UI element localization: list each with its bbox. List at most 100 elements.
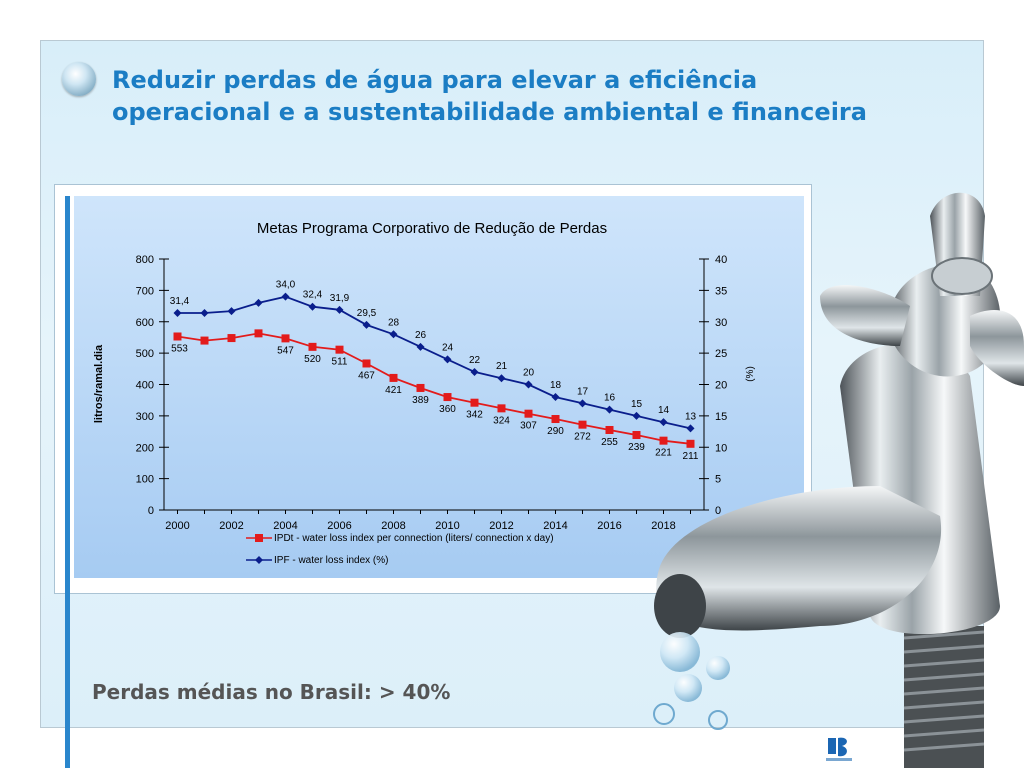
ipf-data-label: 26 bbox=[415, 330, 427, 341]
ipdt-point bbox=[497, 404, 506, 413]
ipf-data-label: 29,5 bbox=[357, 308, 377, 319]
ipdt-point bbox=[470, 398, 479, 407]
ipdt-data-label: 467 bbox=[358, 370, 375, 381]
ipdt-point bbox=[524, 409, 533, 418]
ipdt-point bbox=[389, 373, 398, 382]
y2-tick-label: 10 bbox=[715, 442, 727, 454]
ipdt-data-label: 421 bbox=[385, 385, 402, 396]
ipdt-data-label: 389 bbox=[412, 395, 429, 406]
ipdt-data-label: 221 bbox=[655, 448, 672, 459]
ipf-point bbox=[632, 411, 641, 420]
ipdt-point bbox=[632, 431, 641, 440]
ipf-point bbox=[578, 399, 587, 408]
y-tick-label: 400 bbox=[136, 380, 154, 392]
ipdt-point bbox=[173, 332, 182, 341]
x-tick-label: 2016 bbox=[597, 520, 621, 532]
ipdt-data-label: 360 bbox=[439, 404, 456, 415]
ipf-point bbox=[524, 380, 533, 389]
faucet-handle-arm-right bbox=[970, 309, 1024, 386]
y2-tick-label: 15 bbox=[715, 411, 727, 423]
legend-ipf-marker bbox=[255, 556, 263, 564]
ipf-point bbox=[686, 424, 695, 433]
faucet-threads bbox=[903, 630, 985, 752]
x-tick-label: 2002 bbox=[219, 520, 243, 532]
ipdt-data-label: 342 bbox=[466, 410, 483, 421]
x-tick-label: 2010 bbox=[435, 520, 459, 532]
ipf-point bbox=[497, 374, 506, 383]
ipdt-point bbox=[308, 342, 317, 351]
ipf-point bbox=[659, 418, 668, 427]
faucet-handle-cap bbox=[931, 257, 993, 295]
ipf-point bbox=[173, 308, 182, 317]
legend-ipf-label: IPF - water loss index (%) bbox=[274, 555, 388, 566]
x-tick-label: 2014 bbox=[543, 520, 567, 532]
faucet-spout-outlet bbox=[654, 574, 706, 638]
y2-tick-label: 35 bbox=[715, 285, 727, 297]
brazil-average-losses: Perdas médias no Brasil: > 40% bbox=[92, 680, 451, 704]
ipdt-data-label: 272 bbox=[574, 432, 591, 443]
x-tick-label: 2000 bbox=[165, 520, 189, 532]
ipdt-point bbox=[362, 359, 371, 368]
y-tick-label: 0 bbox=[148, 505, 154, 517]
slide-title-line-1: Reduzir perdas de água para elevar a efi… bbox=[112, 66, 758, 94]
y-tick-label: 700 bbox=[136, 285, 154, 297]
ipdt-data-label: 324 bbox=[493, 415, 510, 426]
y-tick-label: 600 bbox=[136, 317, 154, 329]
water-drop-small bbox=[706, 656, 730, 680]
y-tick-label: 200 bbox=[136, 442, 154, 454]
water-drop-bullet-icon bbox=[62, 62, 96, 96]
y-axis-label: litros/ramal.dia bbox=[93, 344, 105, 423]
ipdt-point bbox=[551, 415, 560, 424]
ipf-point bbox=[443, 355, 452, 364]
faucet-spout bbox=[656, 486, 942, 631]
ipdt-data-label: 290 bbox=[547, 426, 564, 437]
ipf-data-label: 21 bbox=[496, 361, 508, 372]
ipdt-point bbox=[200, 336, 209, 345]
ipf-point bbox=[254, 298, 263, 307]
ipdt-point bbox=[416, 383, 425, 392]
ipf-point bbox=[362, 320, 371, 329]
legend: IPDt - water loss index per connection (… bbox=[246, 533, 554, 566]
ipf-point bbox=[605, 405, 614, 414]
ipdt-point bbox=[605, 425, 614, 434]
y2-tick-label: 25 bbox=[715, 348, 727, 360]
ipdt-point bbox=[281, 334, 290, 343]
series-line-0 bbox=[177, 332, 691, 445]
series-line-1 bbox=[177, 295, 691, 430]
chart-title: Metas Programa Corporativo de Redução de… bbox=[257, 220, 607, 237]
ipf-data-label: 16 bbox=[604, 393, 616, 404]
ipdt-data-label: 307 bbox=[520, 421, 537, 432]
ipf-point bbox=[227, 307, 236, 316]
ipdt-point bbox=[578, 420, 587, 429]
slide-title: Reduzir perdas de água para elevar a efi… bbox=[112, 64, 932, 128]
ipf-data-label: 31,9 bbox=[330, 293, 350, 304]
ipdt-data-label: 211 bbox=[683, 451, 699, 462]
faucet-handle-arm-left bbox=[820, 285, 910, 346]
ipdt-data-label: 547 bbox=[277, 345, 294, 356]
ipf-data-label: 32,4 bbox=[303, 290, 323, 301]
ipdt-point bbox=[254, 329, 263, 338]
x-tick-label: 2004 bbox=[273, 520, 297, 532]
ipf-point bbox=[470, 367, 479, 376]
ipf-data-label: 34,0 bbox=[276, 280, 296, 291]
ipdt-point bbox=[686, 439, 695, 448]
ipdt-point bbox=[659, 436, 668, 445]
water-bubble-2 bbox=[708, 710, 728, 730]
y2-axis-label: (%) bbox=[745, 366, 756, 382]
ipdt-point bbox=[335, 345, 344, 354]
y2-tick-label: 5 bbox=[715, 474, 721, 486]
series: 553 547 520 511 467 421 389 360 342 324 307 290 272 2… bbox=[170, 280, 699, 462]
ipf-point bbox=[389, 330, 398, 339]
ipf-point bbox=[281, 292, 290, 301]
ipf-data-label: 18 bbox=[550, 380, 562, 391]
y-tick-label: 800 bbox=[136, 254, 154, 266]
ipf-point bbox=[308, 302, 317, 311]
ipdt-data-label: 511 bbox=[332, 357, 348, 368]
slide-title-line-2: operacional e a sustentabilidade ambient… bbox=[112, 98, 867, 126]
ipf-point bbox=[416, 342, 425, 351]
ipf-data-label: 15 bbox=[631, 399, 643, 410]
legend-ipdt-label: IPDt - water loss index per connection (… bbox=[274, 533, 554, 544]
x-tick-label: 2018 bbox=[651, 520, 675, 532]
x-tick-label: 2008 bbox=[381, 520, 405, 532]
ipf-point bbox=[335, 305, 344, 314]
